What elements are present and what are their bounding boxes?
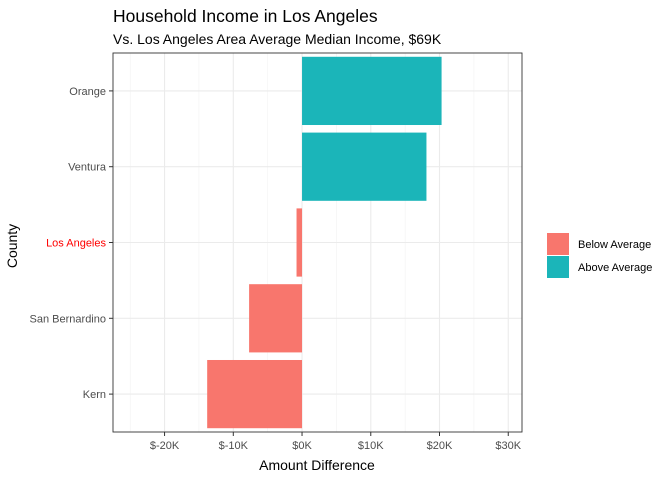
x-tick-label: $20K <box>427 440 453 452</box>
x-tick-label: $10K <box>358 440 384 452</box>
y-tick-label: Los Angeles <box>46 238 106 250</box>
x-tick-label: $-20K <box>150 440 180 452</box>
y-axis-title: County <box>4 224 20 268</box>
y-tick-label: San Bernardino <box>30 313 106 325</box>
legend-swatch <box>547 256 569 278</box>
y-axis: Orange Ventura Los Angeles San Bernardino Ke… <box>30 86 113 401</box>
bars <box>207 56 442 429</box>
legend-swatch <box>547 233 569 255</box>
bar-kern <box>207 359 303 429</box>
y-tick-label: Orange <box>69 86 106 98</box>
legend-label: Above Average <box>578 262 652 274</box>
legend: Below Average Above Average <box>547 233 652 278</box>
legend-label: Below Average <box>578 239 651 251</box>
bar-ventura <box>302 132 427 201</box>
chart-subtitle: Vs. Los Angeles Area Average Median Inco… <box>113 31 442 47</box>
bar-san-bernardino <box>249 284 303 353</box>
x-axis-title: Amount Difference <box>259 457 375 473</box>
x-tick-label: $0K <box>292 440 312 452</box>
y-tick-label: Ventura <box>68 162 107 174</box>
bar-los-angeles <box>296 208 303 277</box>
chart-title: Household Income in Los Angeles <box>113 6 378 26</box>
bar-orange <box>302 56 442 126</box>
y-tick-label: Kern <box>83 389 106 401</box>
x-tick-label: $30K <box>495 440 521 452</box>
x-axis: $-20K $-10K $0K $10K $20K $30K <box>150 432 522 452</box>
x-tick-label: $-10K <box>219 440 249 452</box>
